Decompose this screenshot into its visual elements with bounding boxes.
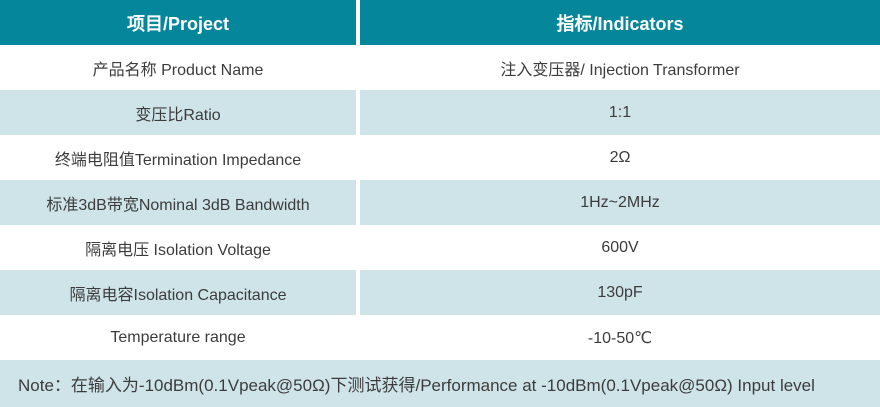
table-note: Note：在输入为-10dBm(0.1Vpeak@50Ω)下测试获得/Perfo…	[0, 360, 880, 407]
table-header-row: 项目/Project 指标/Indicators	[0, 0, 880, 45]
column-divider	[356, 90, 360, 135]
table-row-product-name: 产品名称 Product Name 注入变压器/ Injection Trans…	[0, 45, 880, 90]
column-divider	[356, 45, 360, 90]
column-divider	[356, 180, 360, 225]
column-divider	[356, 225, 360, 270]
project-cell: 变压比Ratio	[0, 90, 356, 135]
project-cell: 隔离电压 Isolation Voltage	[0, 225, 356, 270]
column-divider	[356, 135, 360, 180]
table-row-temperature-range: Temperature range -10-50℃	[0, 315, 880, 360]
table-row-termination-impedance: 终端电阻值Termination Impedance 2Ω	[0, 135, 880, 180]
header-indicators: 指标/Indicators	[360, 0, 880, 45]
project-cell: 标准3dB带宽Nominal 3dB Bandwidth	[0, 180, 356, 225]
column-divider	[356, 0, 360, 45]
indicator-cell: -10-50℃	[360, 315, 880, 360]
indicator-cell: 130pF	[360, 270, 880, 315]
table-row-isolation-voltage: 隔离电压 Isolation Voltage 600V	[0, 225, 880, 270]
table-row-isolation-capacitance: 隔离电容Isolation Capacitance 130pF	[0, 270, 880, 315]
indicator-cell: 1:1	[360, 90, 880, 135]
header-project: 项目/Project	[0, 0, 356, 45]
table-row-3db-bandwidth: 标准3dB带宽Nominal 3dB Bandwidth 1Hz~2MHz	[0, 180, 880, 225]
column-divider	[356, 315, 360, 360]
indicator-cell: 2Ω	[360, 135, 880, 180]
indicator-cell: 注入变压器/ Injection Transformer	[360, 45, 880, 90]
project-cell: 终端电阻值Termination Impedance	[0, 135, 356, 180]
project-cell: 隔离电容Isolation Capacitance	[0, 270, 356, 315]
indicator-cell: 600V	[360, 225, 880, 270]
project-cell: 产品名称 Product Name	[0, 45, 356, 90]
column-divider	[356, 270, 360, 315]
table-row-ratio: 变压比Ratio 1:1	[0, 90, 880, 135]
project-cell: Temperature range	[0, 315, 356, 360]
indicator-cell: 1Hz~2MHz	[360, 180, 880, 225]
